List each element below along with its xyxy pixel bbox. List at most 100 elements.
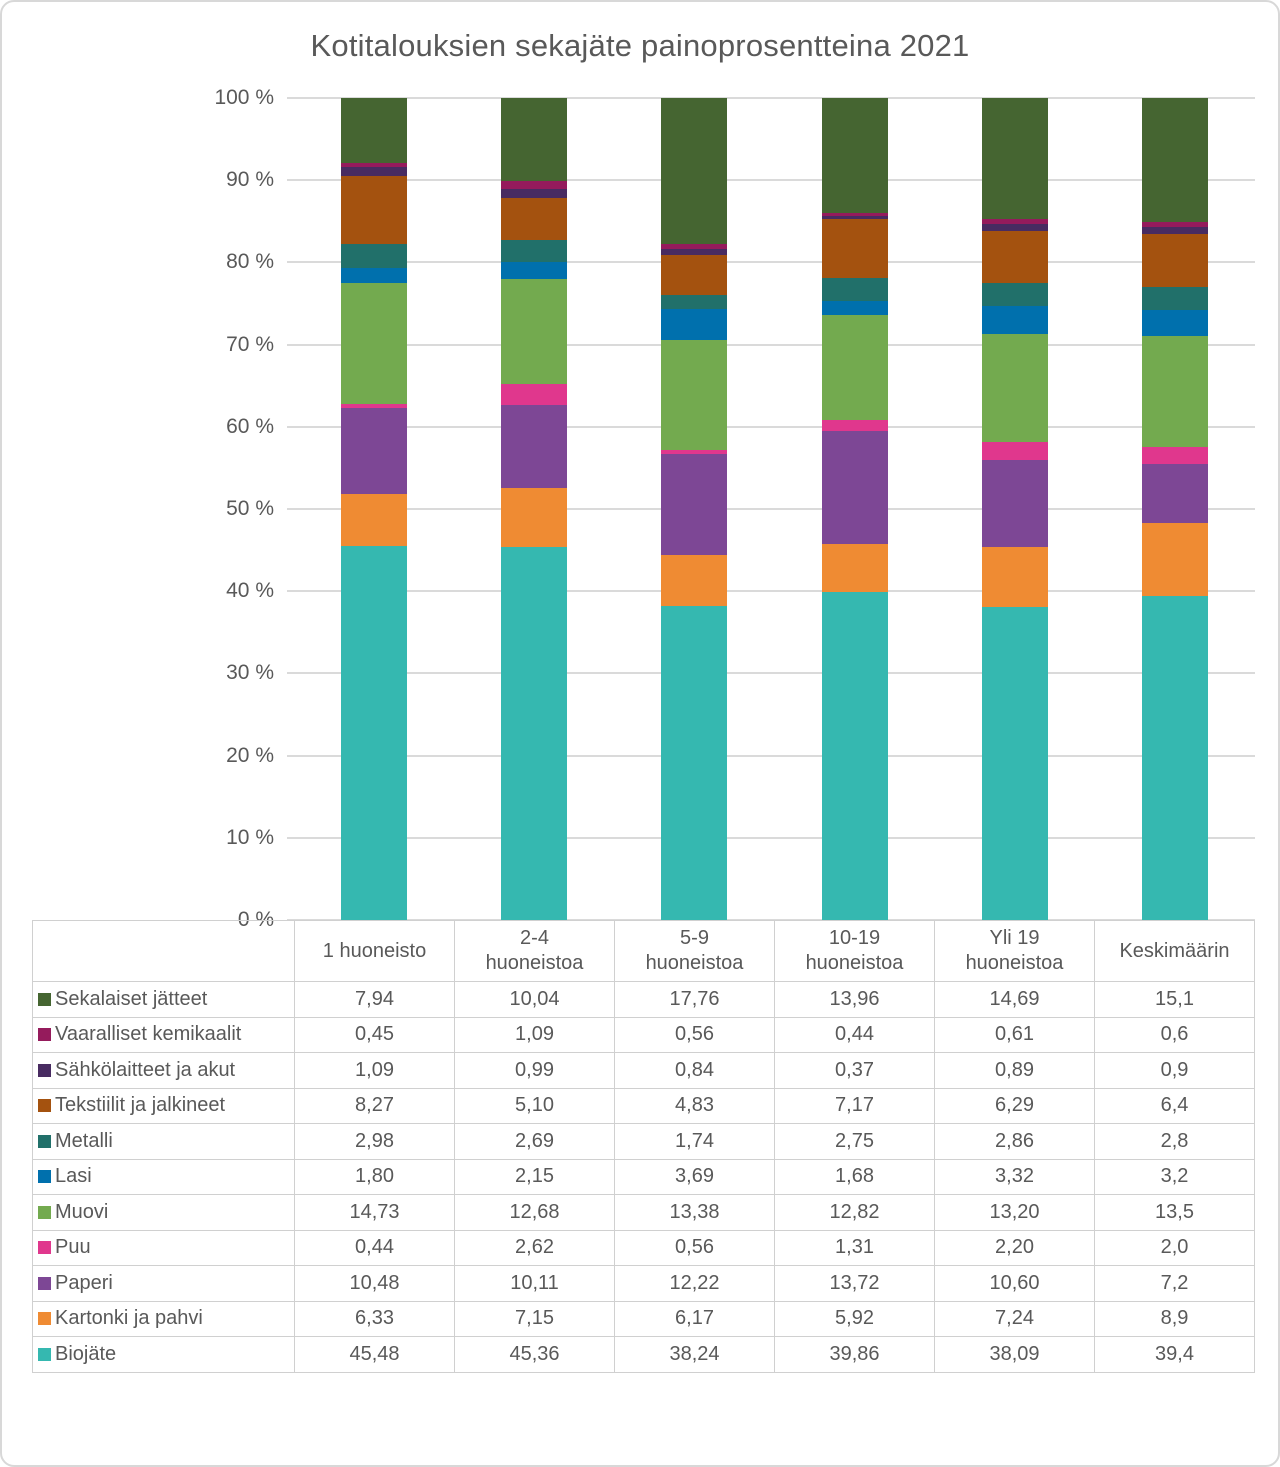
bar-segment [341,243,408,269]
gridline [287,261,1255,264]
bar-segment [341,404,408,408]
legend-swatch-icon [38,1347,51,1361]
series-name: Paperi [55,1271,113,1294]
bar-segment [981,333,1048,443]
bar-segment [821,98,888,213]
value-cell: 17,76 [614,981,775,1018]
bar-segment [501,98,568,181]
gridline [287,425,1255,428]
bar-segment [341,407,408,494]
row-label: Muovi [32,1194,295,1231]
table-row: Muovi 14,73 12,68 13,38 12,82 13,20 13,5 [32,1194,1255,1231]
stacked-bar [1141,98,1208,920]
series-name: Tekstiilit ja jalkineet [55,1094,226,1117]
value-cell: 0,6 [1094,1016,1255,1053]
y-tick-label: 80 % [226,250,274,274]
value-cell: 10,60 [934,1265,1095,1302]
value-cell: 38,09 [934,1336,1095,1373]
value-cell: 7,24 [934,1300,1095,1337]
bar-segment [661,605,728,920]
bar-segment [501,189,568,198]
row-label: Paperi [32,1265,295,1302]
series-name: Muovi [55,1200,109,1223]
bar-segment [981,442,1048,461]
row-label: Biojäte [32,1336,295,1373]
column-header: 10-19 huoneistoa [774,920,935,982]
bar-segment [501,239,568,262]
series-name: Kartonki ja pahvi [55,1307,203,1330]
legend-swatch-icon [38,1134,51,1148]
bar-segment [661,98,728,244]
value-cell: 0,61 [934,1016,1095,1053]
row-label: Lasi [32,1158,295,1195]
value-cell: 0,9 [1094,1052,1255,1089]
y-tick-label: 60 % [226,414,274,438]
value-cell: 0,44 [774,1016,935,1053]
bar-segment [821,420,888,431]
stacked-bar [501,98,568,920]
value-cell: 3,32 [934,1158,1095,1195]
gridline [287,590,1255,593]
value-cell: 1,68 [774,1158,935,1195]
gridline [287,754,1255,757]
bar-segment [981,547,1048,607]
bar-segment [981,218,1048,224]
row-label: Sekalaiset jätteet [32,981,295,1018]
gridline [287,672,1255,675]
value-cell: 2,20 [934,1229,1095,1266]
y-tick-label: 100 % [214,86,274,109]
value-cell: 0,89 [934,1052,1095,1089]
value-cell: 6,17 [614,1300,775,1337]
value-cell: 2,69 [454,1123,615,1160]
legend-swatch-icon [38,992,51,1006]
value-cell: 3,69 [614,1158,775,1195]
value-cell: 2,75 [774,1123,935,1160]
value-cell: 12,82 [774,1194,935,1231]
legend-swatch-icon [38,1241,51,1255]
bar-segment [1141,287,1208,311]
bar-segment [1141,596,1208,920]
bar-segment [501,261,568,280]
series-name: Lasi [55,1165,92,1188]
gridline [287,97,1255,99]
bar-segment [661,255,728,296]
table-header: 1 huoneisto 2-4 huoneistoa 5-9 huoneistoa 1… [32,920,1255,982]
series-name: Puu [55,1236,91,1259]
value-cell: 13,38 [614,1194,775,1231]
bar-segment [1141,463,1208,523]
value-cell: 10,11 [454,1265,615,1302]
bar-segment [341,494,408,547]
value-cell: 7,17 [774,1087,935,1124]
bar-segment [661,554,728,606]
gridline [287,508,1255,510]
stacked-bar [821,98,888,920]
bar-segment [341,175,408,244]
bar-column-3 [614,98,774,920]
bar-segment [341,546,408,920]
bar-segment [981,306,1048,334]
series-name: Sähkölaitteet ja akut [55,1058,236,1081]
bar-segment [501,405,568,489]
value-cell: 13,5 [1094,1194,1255,1231]
y-axis: 100 % 90 % 80 % 70 % 60 % 50 % 40 % 30 % 20 % 10 … [2,86,274,931]
bar-segment [981,98,1048,219]
bar-segment [981,460,1048,548]
y-tick-label: 10 % [226,825,274,849]
bar-segment [981,223,1048,232]
gridline [287,343,1255,346]
column-header: 5-9 huoneistoa [614,920,775,982]
table-row: Lasi 1,80 2,15 3,69 1,68 3,32 3,2 [32,1158,1255,1195]
legend-swatch-icon [38,1205,51,1219]
value-cell: 39,4 [1094,1336,1255,1373]
row-label: Puu [32,1229,295,1266]
bar-segment [821,278,888,301]
table-body: Sekalaiset jätteet 7,94 10,04 17,76 13,96 14,… [32,981,1255,1373]
table-row: Kartonki ja pahvi 6,33 7,15 6,17 5,92 7,24 8,9 [32,1300,1255,1337]
value-cell: 5,10 [454,1087,615,1124]
bar-segment [501,383,568,406]
data-table: 1 huoneisto 2-4 huoneistoa 5-9 huoneistoa 1… [32,920,1255,1373]
bar-segment [661,248,728,256]
value-cell: 8,27 [294,1087,455,1124]
bar-segment [501,279,568,384]
